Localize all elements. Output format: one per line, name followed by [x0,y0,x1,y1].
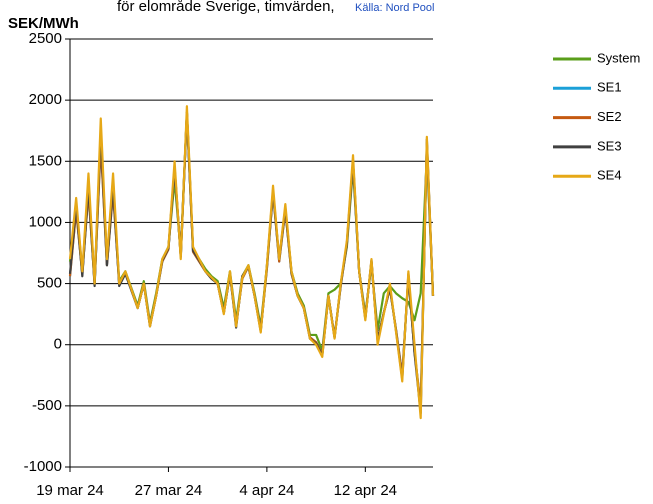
series-line [68,105,435,420]
x-tick-label: 12 apr 24 [334,482,397,499]
legend-label: SE1 [597,80,622,95]
x-tick-label: 4 apr 24 [239,482,294,499]
chart-source: Källa: Nord Pool [355,2,435,14]
y-tick-label: 2500 [29,30,62,47]
series-line [68,111,435,352]
y-tick-label: 0 [54,336,62,353]
y-tick-label: -1000 [24,458,62,475]
y-tick-label: 1500 [29,152,62,169]
x-tick-label: 19 mar 24 [36,482,104,499]
series-line [68,111,435,415]
y-tick-label: 2000 [29,91,62,108]
legend-label: SE3 [597,138,622,153]
y-tick-label: 1000 [29,213,62,230]
y-tick-label: -500 [32,397,62,414]
x-tick-label: 27 mar 24 [135,482,203,499]
chart-title: för elområde Sverige, timvärden, [117,0,335,15]
legend-label: System [597,50,640,65]
series-line [68,111,435,407]
series-line [68,111,435,407]
y-tick-label: 500 [37,275,62,292]
y-axis-label: SEK/MWh [8,15,79,32]
legend-label: SE4 [597,168,622,183]
legend-label: SE2 [597,109,622,124]
